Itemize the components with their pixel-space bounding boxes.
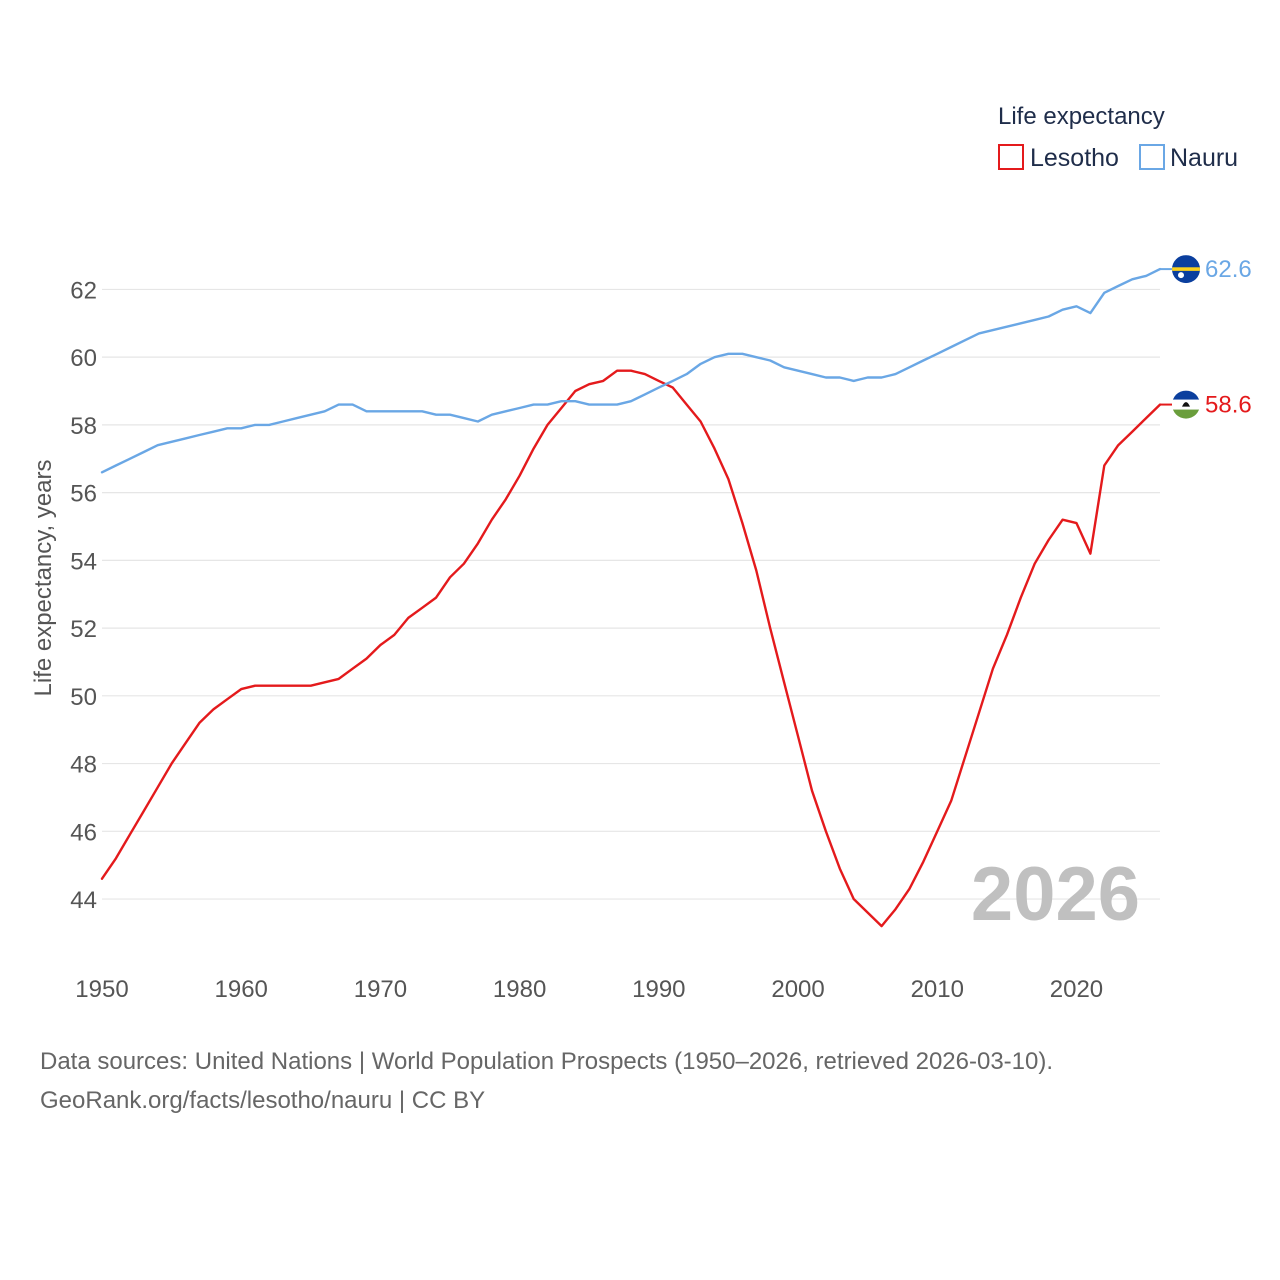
- y-tick-label: 60: [70, 345, 97, 372]
- end-label-lesotho: 58.6: [1205, 392, 1252, 419]
- legend-label-lesotho[interactable]: Lesotho: [1030, 144, 1119, 172]
- x-tick-label: 1970: [354, 976, 407, 1003]
- series-line-lesotho[interactable]: [100, 369, 1162, 928]
- legend-swatch-lesotho[interactable]: [998, 144, 1024, 170]
- source-line: Data sources: United Nations | World Pop…: [40, 1048, 1053, 1075]
- legend-label-nauru[interactable]: Nauru: [1170, 144, 1238, 172]
- x-tick-label: 1960: [215, 976, 268, 1003]
- grid-lines: [102, 288, 1160, 900]
- legend: Life expectancy Lesotho Nauru: [998, 103, 1238, 172]
- y-tick-label: 52: [70, 616, 97, 643]
- y-tick-label: 58: [70, 413, 97, 440]
- end-markers: 58.6 62.6: [1160, 255, 1252, 419]
- x-tick-label: 1980: [493, 976, 546, 1003]
- y-tick-label: 54: [70, 548, 97, 575]
- legend-swatch-nauru[interactable]: [1139, 144, 1165, 170]
- x-tick-label: 2000: [771, 976, 824, 1003]
- x-tick-label: 1990: [632, 976, 685, 1003]
- y-axis-ticks: 44 46 48 50 52 54 56 58 60 62: [70, 277, 97, 914]
- x-tick-label: 2010: [911, 976, 964, 1003]
- y-tick-label: 50: [70, 684, 97, 711]
- lesotho-flag-icon: [1172, 390, 1200, 419]
- attribution-link[interactable]: GeoRank.org/facts/lesotho/nauru | CC BY: [40, 1087, 485, 1114]
- y-tick-label: 48: [70, 752, 97, 779]
- series-line-nauru[interactable]: [100, 267, 1162, 474]
- end-label-nauru: 62.6: [1205, 256, 1252, 283]
- series-lines: [100, 267, 1162, 928]
- x-tick-label: 2020: [1050, 976, 1103, 1003]
- year-watermark: 2026: [971, 852, 1140, 937]
- y-tick-label: 62: [70, 277, 97, 304]
- y-tick-label: 46: [70, 819, 97, 846]
- y-axis-title: Life expectancy, years: [30, 459, 57, 696]
- x-axis-ticks: 1950 1960 1970 1980 1990 2000 2010 2020: [75, 976, 1103, 1003]
- legend-title: Life expectancy: [998, 103, 1165, 130]
- y-tick-label: 44: [70, 887, 97, 914]
- y-tick-label: 56: [70, 481, 97, 508]
- x-tick-label: 1950: [75, 976, 128, 1003]
- nauru-flag-icon: [1172, 255, 1200, 284]
